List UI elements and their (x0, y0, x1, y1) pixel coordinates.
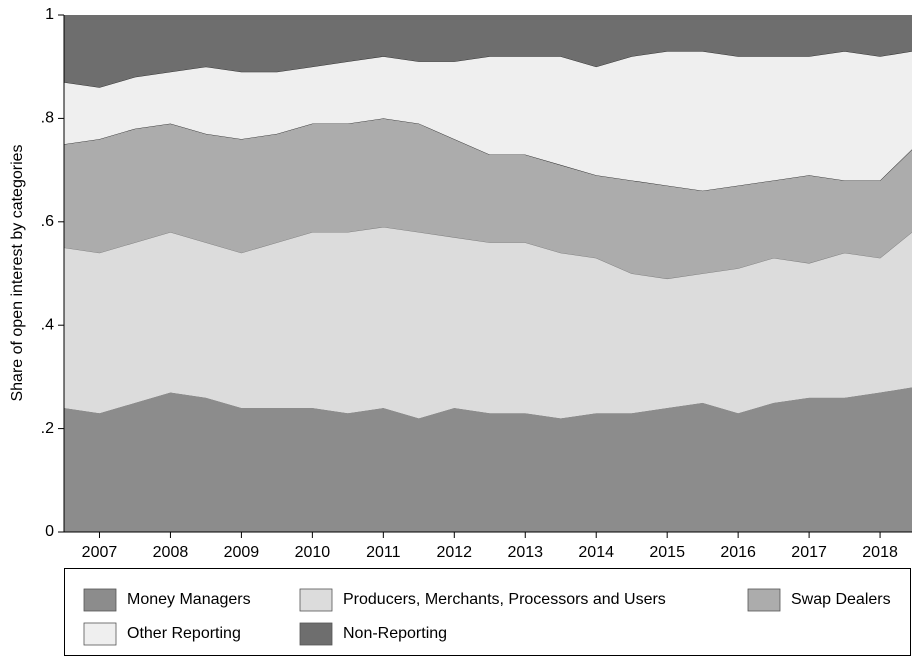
y-tick-label: .4 (41, 316, 54, 333)
area (64, 51, 912, 191)
legend-label: Non-Reporting (343, 625, 447, 642)
legend-box (64, 568, 911, 656)
area (64, 15, 912, 88)
y-axis-label: Share of open interest by categories (9, 144, 26, 401)
legend-swatch (83, 622, 117, 646)
legend-label: Producers, Merchants, Processors and Use… (343, 591, 666, 608)
x-tick-label: 2018 (862, 544, 898, 561)
legend-label: Swap Dealers (791, 591, 891, 608)
x-tick-label: 2015 (649, 544, 685, 561)
x-tick-label: 2009 (224, 544, 260, 561)
area (64, 118, 912, 279)
x-tick-label: 2014 (578, 544, 614, 561)
legend-swatch (747, 588, 781, 612)
y-tick-label: 0 (45, 523, 54, 540)
x-tick-label: 2010 (295, 544, 331, 561)
x-tick-label: 2017 (791, 544, 827, 561)
legend-swatch (299, 588, 333, 612)
x-tick-label: 2016 (720, 544, 756, 561)
y-tick-label: 1 (45, 6, 54, 23)
legend-label: Other Reporting (127, 625, 241, 642)
legend-swatch (83, 588, 117, 612)
legend-swatch (299, 622, 333, 646)
legend-label: Money Managers (127, 591, 251, 608)
area (64, 387, 912, 532)
x-tick-label: 2007 (82, 544, 118, 561)
x-tick-label: 2011 (366, 544, 401, 561)
x-tick-label: 2008 (153, 544, 189, 561)
y-tick-label: .6 (41, 213, 54, 230)
area (64, 226, 912, 419)
y-tick-label: .8 (41, 110, 54, 127)
x-tick-label: 2012 (436, 544, 472, 561)
y-tick-label: .2 (41, 420, 54, 437)
x-tick-label: 2013 (507, 544, 543, 561)
